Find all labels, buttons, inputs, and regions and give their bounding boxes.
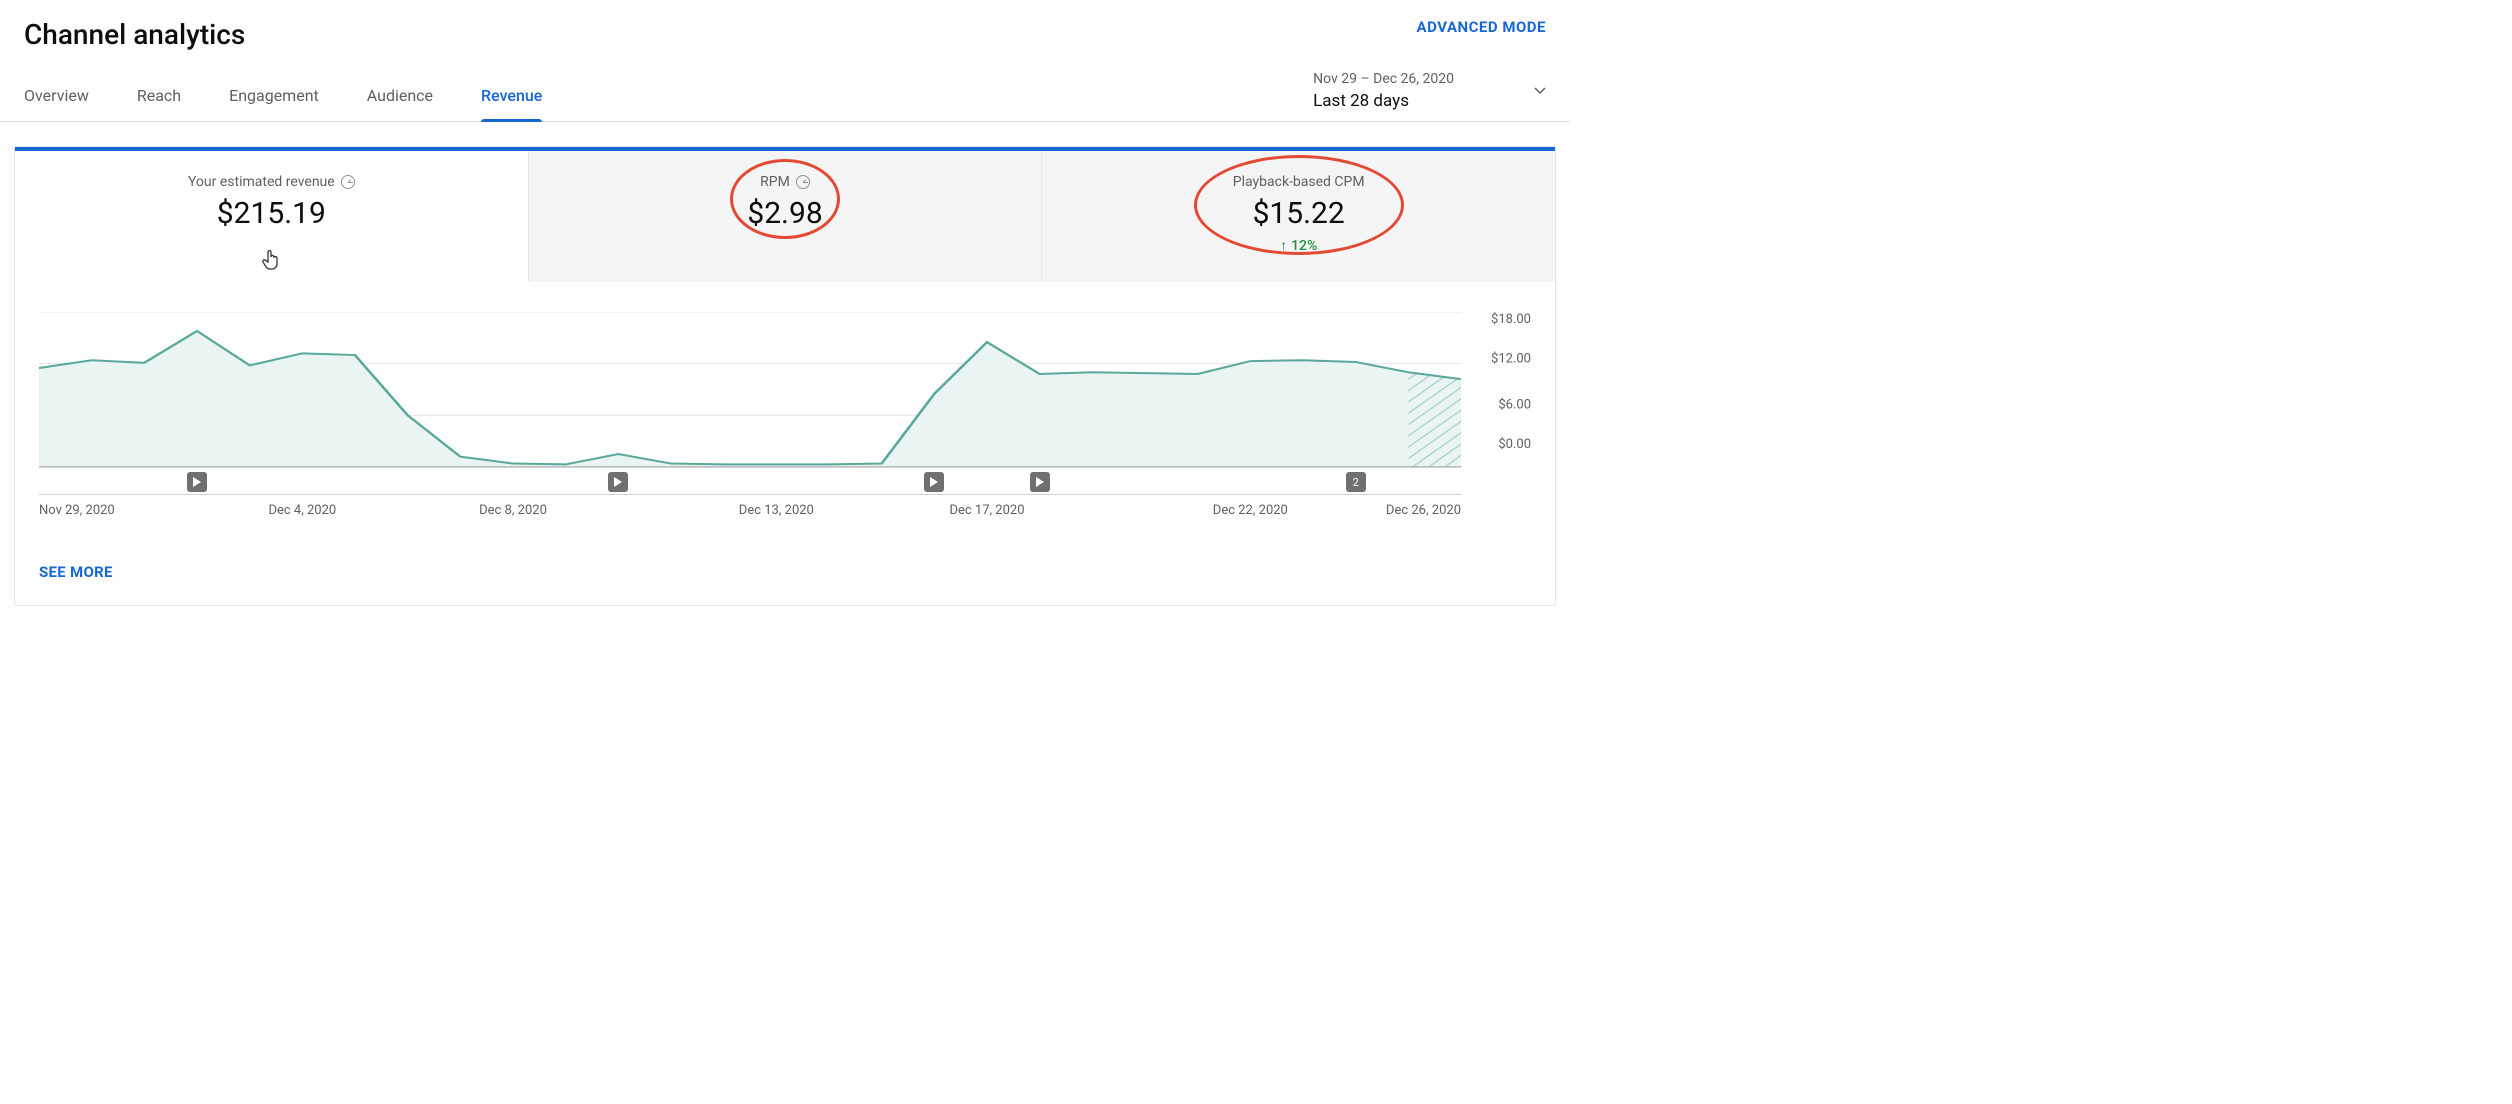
x-tick-label: Nov 29, 2020	[39, 503, 115, 518]
metric-value: $2.98	[539, 196, 1032, 231]
metric-card-2[interactable]: Playback-based CPM $15.22 ↑12%	[1042, 151, 1555, 282]
chart-wrap: $18.00 $12.00 $6.00 $0.00 2 Nov 29, 2020 Dec…	[15, 282, 1555, 543]
tab-revenue[interactable]: Revenue	[481, 86, 542, 121]
metric-label: RPM	[760, 174, 810, 190]
metric-label: Your estimated revenue	[188, 174, 355, 190]
revenue-panel: Your estimated revenue $215.19 RPM $2.98 Pla…	[14, 146, 1556, 606]
arrow-up-icon: ↑	[1280, 237, 1287, 254]
count-marker[interactable]: 2	[1346, 472, 1366, 492]
play-marker-icon[interactable]	[924, 472, 944, 492]
cursor-icon	[261, 249, 281, 276]
x-tick-label: Dec 8, 2020	[479, 503, 547, 518]
y-tick-label: $18.00	[1475, 312, 1531, 327]
chart-marker-row: 2	[39, 467, 1461, 495]
y-tick-label: $12.00	[1475, 351, 1531, 366]
tabs: Overview Reach Engagement Audience Revenue	[24, 86, 542, 121]
x-tick-label: Dec 17, 2020	[949, 503, 1024, 518]
metric-cards: Your estimated revenue $215.19 RPM $2.98 Pla…	[15, 147, 1555, 282]
metric-value: $15.22	[1052, 196, 1545, 231]
date-range-picker[interactable]: Nov 29 – Dec 26, 2020 Last 28 days	[1313, 71, 1546, 121]
metric-label: Playback-based CPM	[1233, 174, 1365, 190]
play-marker-icon[interactable]	[1030, 472, 1050, 492]
chart-x-axis: Nov 29, 2020 Dec 4, 2020 Dec 8, 2020 Dec 13…	[39, 503, 1461, 533]
page-title: Channel analytics	[24, 18, 245, 51]
clock-icon	[341, 175, 355, 189]
tab-reach[interactable]: Reach	[137, 86, 181, 121]
advanced-mode-link[interactable]: ADVANCED MODE	[1417, 18, 1546, 36]
x-tick-label: Dec 22, 2020	[1213, 503, 1288, 518]
date-range-label: Last 28 days	[1313, 91, 1454, 111]
play-marker-icon[interactable]	[187, 472, 207, 492]
y-tick-label: $6.00	[1475, 398, 1531, 413]
tab-engagement[interactable]: Engagement	[229, 86, 319, 121]
metric-delta: ↑12%	[1280, 237, 1317, 254]
tab-overview[interactable]: Overview	[24, 86, 89, 121]
chevron-down-icon	[1534, 87, 1546, 95]
y-tick-label: $0.00	[1475, 437, 1531, 452]
chart-y-axis: $18.00 $12.00 $6.00 $0.00	[1461, 312, 1531, 467]
x-tick-label: Dec 13, 2020	[739, 503, 814, 518]
clock-icon	[796, 175, 810, 189]
revenue-chart	[39, 312, 1461, 467]
x-tick-label: Dec 4, 2020	[268, 503, 336, 518]
date-range-text: Nov 29 – Dec 26, 2020	[1313, 71, 1454, 87]
metric-card-1[interactable]: RPM $2.98	[529, 151, 1043, 282]
metric-value: $215.19	[25, 196, 518, 231]
x-tick-label: Dec 26, 2020	[1386, 503, 1461, 518]
metric-card-0[interactable]: Your estimated revenue $215.19	[15, 151, 529, 282]
see-more-link[interactable]: SEE MORE	[15, 543, 1555, 605]
play-marker-icon[interactable]	[608, 472, 628, 492]
tab-audience[interactable]: Audience	[367, 86, 433, 121]
